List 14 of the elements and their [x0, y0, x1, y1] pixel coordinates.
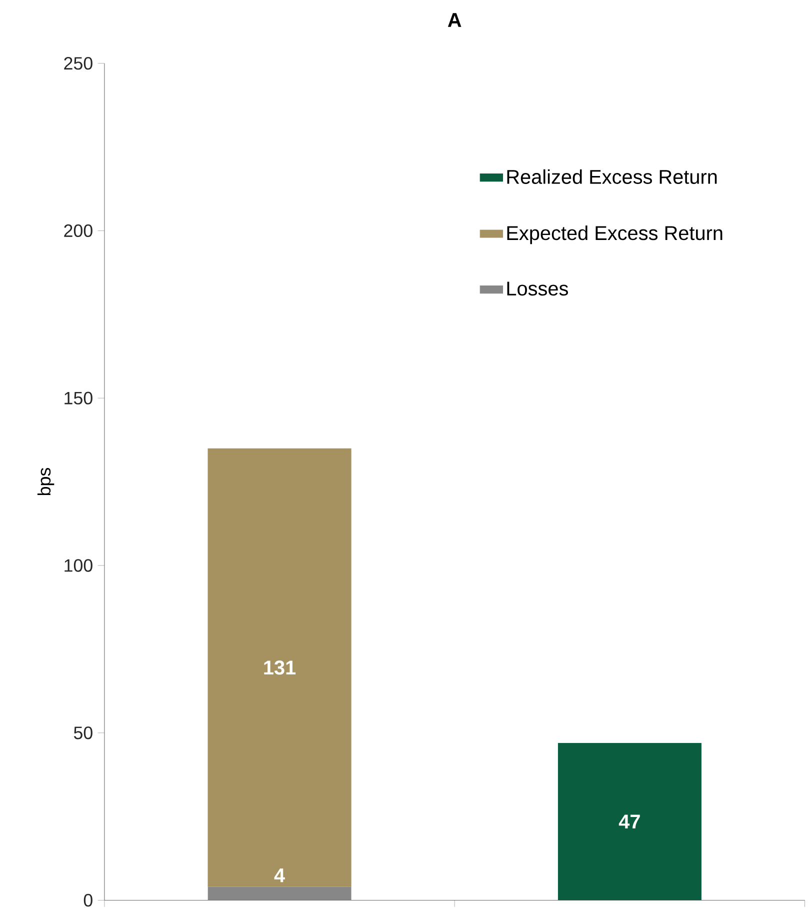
data-label: 47 [619, 814, 640, 828]
data-label: 4 [274, 868, 286, 882]
y-tick-label: 50 [74, 726, 93, 740]
data-label: 131 [264, 660, 296, 675]
y-tick-label: 100 [64, 559, 93, 572]
legend-label: Expected Excess Return [507, 226, 722, 244]
y-tick-label: 150 [64, 392, 93, 404]
y-axis-title: bps [38, 468, 54, 496]
y-tick-label: 0 [84, 894, 93, 907]
legend-label: Losses [507, 282, 568, 296]
y-tick-label: 200 [64, 224, 93, 238]
legend-label: Realized Excess Return [507, 169, 717, 184]
chart-title: A [448, 13, 462, 27]
y-tick-label: 250 [64, 57, 93, 70]
